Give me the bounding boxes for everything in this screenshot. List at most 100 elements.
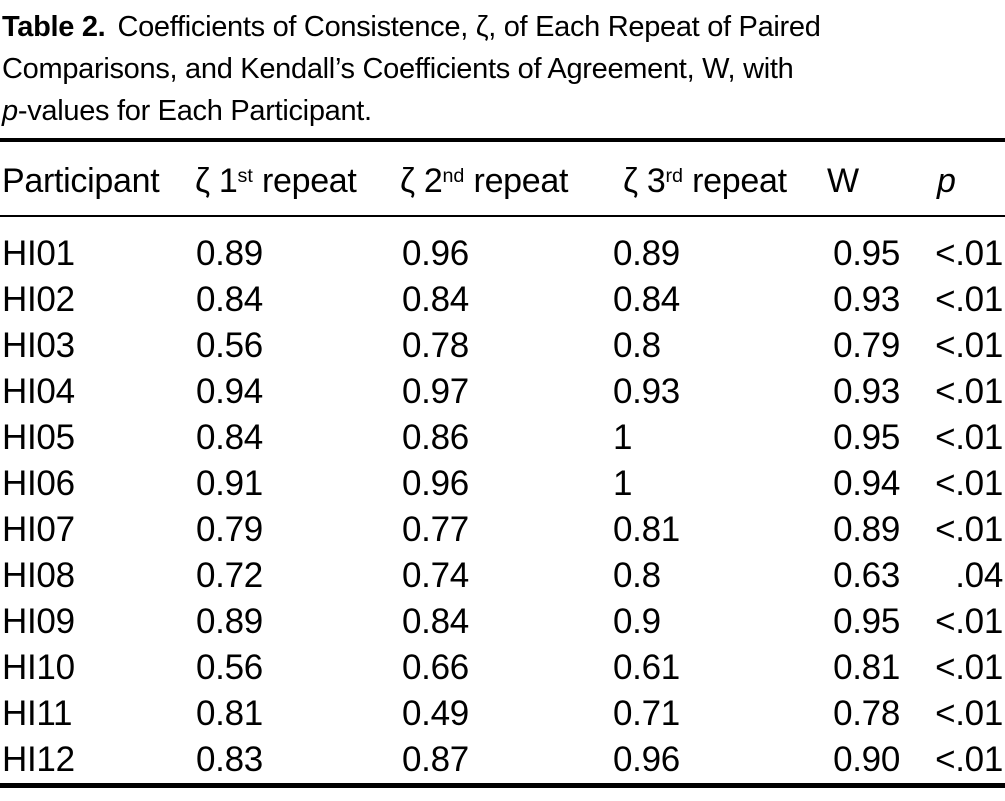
cell-zeta-2nd: 0.78 xyxy=(402,326,469,365)
table-caption-label: Table 2. xyxy=(2,11,106,43)
cell-w: 0.79 xyxy=(833,326,900,365)
column-header-p: p xyxy=(900,140,1005,217)
table-row: HI12 0.83 0.87 0.96 0.90 <.01 xyxy=(0,737,1005,786)
cell-w: 0.90 xyxy=(833,740,900,779)
table-row: HI09 0.89 0.84 0.9 0.95 <.01 xyxy=(0,599,1005,645)
table-caption-line-1: Table 2. Coefficients of Consistence, ζ, … xyxy=(2,6,1005,48)
cell-zeta-1st: 0.89 xyxy=(196,234,263,273)
column-header-zeta-2nd-repeat: ζ 2nd repeat xyxy=(400,140,613,217)
cell-zeta-3rd: 0.8 xyxy=(613,326,661,365)
repeat-word: repeat xyxy=(473,162,569,200)
cell-zeta-2nd: 0.66 xyxy=(402,648,469,687)
cell-w: 0.78 xyxy=(833,694,900,733)
column-header-w: W xyxy=(800,140,900,217)
repeat-word: repeat xyxy=(261,162,357,200)
cell-p: <.01 xyxy=(935,372,1003,411)
cell-p: <.01 xyxy=(935,464,1003,503)
table-row: HI04 0.94 0.97 0.93 0.93 <.01 xyxy=(0,369,1005,415)
table-row: HI11 0.81 0.49 0.71 0.78 <.01 xyxy=(0,691,1005,737)
cell-zeta-2nd: 0.84 xyxy=(402,280,469,319)
ordinal-superscript: st xyxy=(237,165,253,188)
table-row: HI06 0.91 0.96 1 0.94 <.01 xyxy=(0,461,1005,507)
cell-w: 0.63 xyxy=(833,556,900,595)
consistency-coefficients-table: Participant ζ 1st repeat ζ 2nd repeat ζ … xyxy=(0,138,1005,788)
cell-p: <.01 xyxy=(935,326,1003,365)
cell-zeta-1st: 0.84 xyxy=(196,280,263,319)
cell-zeta-2nd: 0.74 xyxy=(402,556,469,595)
cell-zeta-3rd: 0.89 xyxy=(613,234,680,273)
cell-p: <.01 xyxy=(935,740,1003,779)
table-caption-text-2: Comparisons, and Kendall’s Coefficients … xyxy=(2,53,794,85)
cell-p: <.01 xyxy=(935,602,1003,641)
cell-zeta-3rd: 1 xyxy=(613,418,633,457)
cell-w: 0.89 xyxy=(833,510,900,549)
cell-participant: HI08 xyxy=(2,556,75,595)
cell-participant: HI09 xyxy=(2,602,75,641)
cell-p: .04 xyxy=(955,556,1003,595)
column-header-zeta-3rd-repeat: ζ 3rd repeat xyxy=(613,140,800,217)
cell-zeta-3rd: 0.81 xyxy=(613,510,680,549)
repeat-number: 1 xyxy=(218,162,238,200)
cell-zeta-3rd: 0.8 xyxy=(613,556,661,595)
cell-p: <.01 xyxy=(935,280,1003,319)
repeat-number: 2 xyxy=(423,162,443,200)
cell-zeta-3rd: 0.61 xyxy=(613,648,680,687)
cell-zeta-3rd: 0.84 xyxy=(613,280,680,319)
cell-participant: HI12 xyxy=(2,740,75,779)
table-row: HI01 0.89 0.96 0.89 0.95 <.01 xyxy=(0,216,1005,277)
table-body: HI01 0.89 0.96 0.89 0.95 <.01 HI02 0.84 … xyxy=(0,216,1005,786)
table-caption-line-3: p-values for Each Participant. xyxy=(2,90,1005,132)
table-header: Participant ζ 1st repeat ζ 2nd repeat ζ … xyxy=(0,140,1005,217)
cell-p: <.01 xyxy=(935,418,1003,457)
cell-zeta-2nd: 0.97 xyxy=(402,372,469,411)
cell-zeta-1st: 0.84 xyxy=(196,418,263,457)
cell-participant: HI11 xyxy=(2,694,73,733)
cell-zeta-2nd: 0.96 xyxy=(402,464,469,503)
table-caption: Table 2. Coefficients of Consistence, ζ, … xyxy=(0,0,1005,132)
cell-zeta-1st: 0.56 xyxy=(196,648,263,687)
ordinal-superscript: nd xyxy=(442,165,465,188)
table-row: HI10 0.56 0.66 0.61 0.81 <.01 xyxy=(0,645,1005,691)
cell-zeta-1st: 0.83 xyxy=(196,740,263,779)
cell-w: 0.93 xyxy=(833,280,900,319)
cell-zeta-2nd: 0.77 xyxy=(402,510,469,549)
cell-zeta-2nd: 0.84 xyxy=(402,602,469,641)
table-row: HI02 0.84 0.84 0.84 0.93 <.01 xyxy=(0,277,1005,323)
table-caption-text-3: -values for Each Participant. xyxy=(17,95,372,127)
cell-p: <.01 xyxy=(935,234,1003,273)
zeta-symbol: ζ xyxy=(400,162,415,200)
column-header-participant: Participant xyxy=(0,140,195,217)
cell-w: 0.95 xyxy=(833,418,900,457)
cell-zeta-1st: 0.91 xyxy=(196,464,263,503)
cell-zeta-2nd: 0.86 xyxy=(402,418,469,457)
ordinal-superscript: rd xyxy=(665,165,683,188)
cell-participant: HI04 xyxy=(2,372,75,411)
column-header-zeta-1st-repeat: ζ 1st repeat xyxy=(195,140,400,217)
cell-participant: HI06 xyxy=(2,464,75,503)
cell-p: <.01 xyxy=(935,510,1003,549)
table-row: HI03 0.56 0.78 0.8 0.79 <.01 xyxy=(0,323,1005,369)
table-caption-text-1: Coefficients of Consistence, ζ, of Each … xyxy=(117,11,821,43)
cell-p: <.01 xyxy=(935,648,1003,687)
cell-participant: HI01 xyxy=(2,234,75,273)
zeta-symbol: ζ xyxy=(623,162,638,200)
cell-zeta-3rd: 1 xyxy=(613,464,633,503)
cell-participant: HI10 xyxy=(2,648,75,687)
cell-zeta-3rd: 0.71 xyxy=(613,694,680,733)
repeat-number: 3 xyxy=(646,162,666,200)
cell-zeta-2nd: 0.96 xyxy=(402,234,469,273)
cell-zeta-1st: 0.89 xyxy=(196,602,263,641)
cell-zeta-3rd: 0.93 xyxy=(613,372,680,411)
table-caption-line-2: Comparisons, and Kendall’s Coefficients … xyxy=(2,48,1005,90)
cell-participant: HI03 xyxy=(2,326,75,365)
cell-participant: HI02 xyxy=(2,280,75,319)
cell-w: 0.94 xyxy=(833,464,900,503)
cell-w: 0.93 xyxy=(833,372,900,411)
cell-zeta-1st: 0.81 xyxy=(196,694,263,733)
cell-zeta-2nd: 0.87 xyxy=(402,740,469,779)
cell-zeta-2nd: 0.49 xyxy=(402,694,469,733)
table-row: HI08 0.72 0.74 0.8 0.63 .04 xyxy=(0,553,1005,599)
cell-w: 0.95 xyxy=(833,602,900,641)
repeat-word: repeat xyxy=(692,162,787,200)
table-row: HI07 0.79 0.77 0.81 0.89 <.01 xyxy=(0,507,1005,553)
